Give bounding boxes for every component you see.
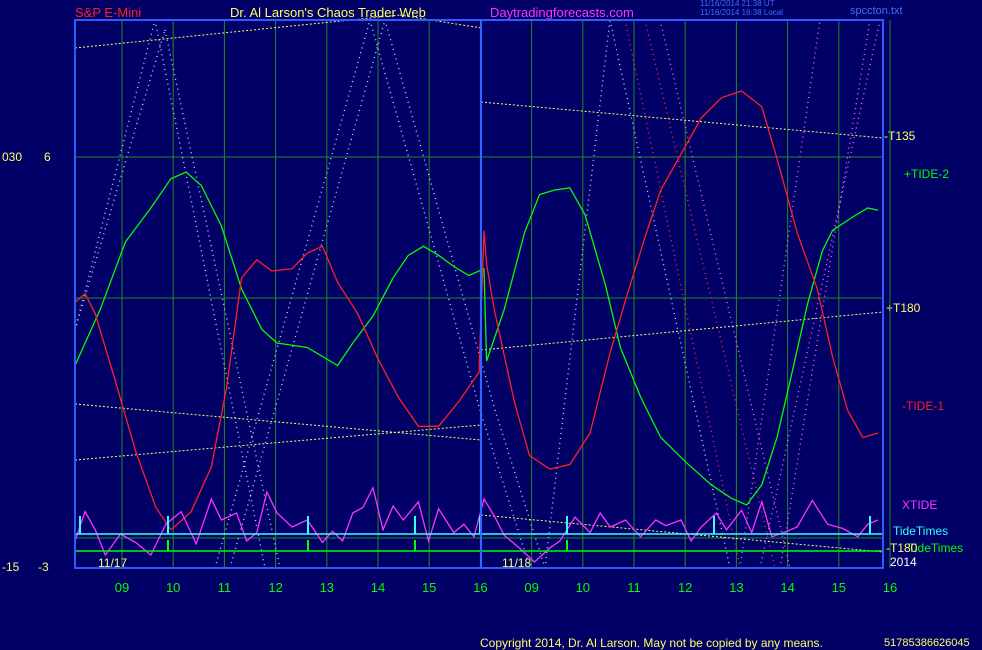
trend-line <box>480 101 884 139</box>
site-title: Daytradingforecasts.com <box>490 5 634 20</box>
date-label-1: 11/17 <box>98 556 128 570</box>
dotted-line <box>739 19 821 569</box>
trend-line <box>399 14 482 29</box>
x-tick-labels: 09 10 11 12 13 14 15 16 09 10 11 12 13 14 15 16 <box>115 580 897 595</box>
dotted-line <box>384 19 496 411</box>
trend-line <box>74 424 482 461</box>
y-left-bottom-a: -15 <box>2 560 20 574</box>
x-tick-label: 15 <box>422 580 436 595</box>
x-tick-label: 11 <box>218 580 232 595</box>
dotted-line <box>154 19 266 569</box>
dotted-line <box>779 19 871 569</box>
copyright: Copyright 2014, Dr. Al Larson. May not b… <box>480 636 823 650</box>
x-tick-label: 12 <box>678 580 692 595</box>
label-tidetimes-overlap: TideTimes <box>908 541 964 555</box>
dotted-line <box>479 409 531 569</box>
x-tick-label: 15 <box>832 580 846 595</box>
trend-line <box>74 403 482 441</box>
trend-line <box>480 311 884 351</box>
label-tidetimes: TideTimes <box>893 524 949 538</box>
dotted-line <box>164 29 281 569</box>
tide-series <box>74 90 879 563</box>
series-xtide <box>74 485 879 563</box>
x-tick-label: 10 <box>576 580 590 595</box>
chart-frame <box>74 19 884 569</box>
dotted-line <box>74 29 166 331</box>
dotted-line <box>659 19 791 569</box>
label-t180-bottom: -T180 <box>886 541 918 555</box>
label-tide1: -TIDE-1 <box>902 399 944 413</box>
series--tide-2 <box>74 171 879 506</box>
x-tick-label: 16 <box>883 580 897 595</box>
author-title: Dr. Al Larson's Chaos Trader Web <box>230 5 426 20</box>
label-xtide: XTIDE <box>902 498 938 512</box>
dotted-line <box>74 19 156 331</box>
x-tick-label: 09 <box>524 580 538 595</box>
dotted-line <box>369 19 481 411</box>
label-number-bottom: 51785386626045 <box>884 637 970 649</box>
dotted-line <box>494 409 546 569</box>
dotted-line <box>609 19 731 569</box>
label-tide2: +TIDE-2 <box>904 167 950 181</box>
date-label-2: 11/18 <box>502 556 532 570</box>
dotted-line <box>759 19 881 569</box>
x-tick-label: 10 <box>166 580 180 595</box>
file-name: spccton.txt <box>850 5 903 17</box>
instrument-title: S&P E-Mini <box>75 5 142 20</box>
label-year: 2014 <box>890 555 917 569</box>
time-utc: 11/16/2014 21:38 UT <box>700 0 775 8</box>
label-t135: -T135 <box>884 129 916 143</box>
x-tick-label: 16 <box>473 580 487 595</box>
label-t180: +T180 <box>886 301 921 315</box>
dotted-line <box>624 19 741 569</box>
x-tick-label: 13 <box>729 580 743 595</box>
tide-times <box>75 516 883 552</box>
dotted-line <box>544 19 611 569</box>
x-tick-label: 13 <box>320 580 334 595</box>
dotted-line <box>229 19 386 569</box>
y-left-bottom-b: -3 <box>38 560 49 574</box>
x-tick-label: 12 <box>268 580 282 595</box>
x-tick-label: 14 <box>780 580 794 595</box>
x-tick-label: 14 <box>371 580 385 595</box>
yellow-trend-lines <box>74 14 884 553</box>
y-left-top-a: 030 <box>2 150 23 164</box>
x-tick-label: 11 <box>627 580 641 595</box>
dotted-line <box>214 19 371 569</box>
dotted-tide-lines <box>74 19 881 569</box>
time-local: 11/16/2014 16:38 Local <box>700 8 784 17</box>
y-left-top-b: 6 <box>44 150 51 164</box>
x-tick-label: 09 <box>115 580 129 595</box>
